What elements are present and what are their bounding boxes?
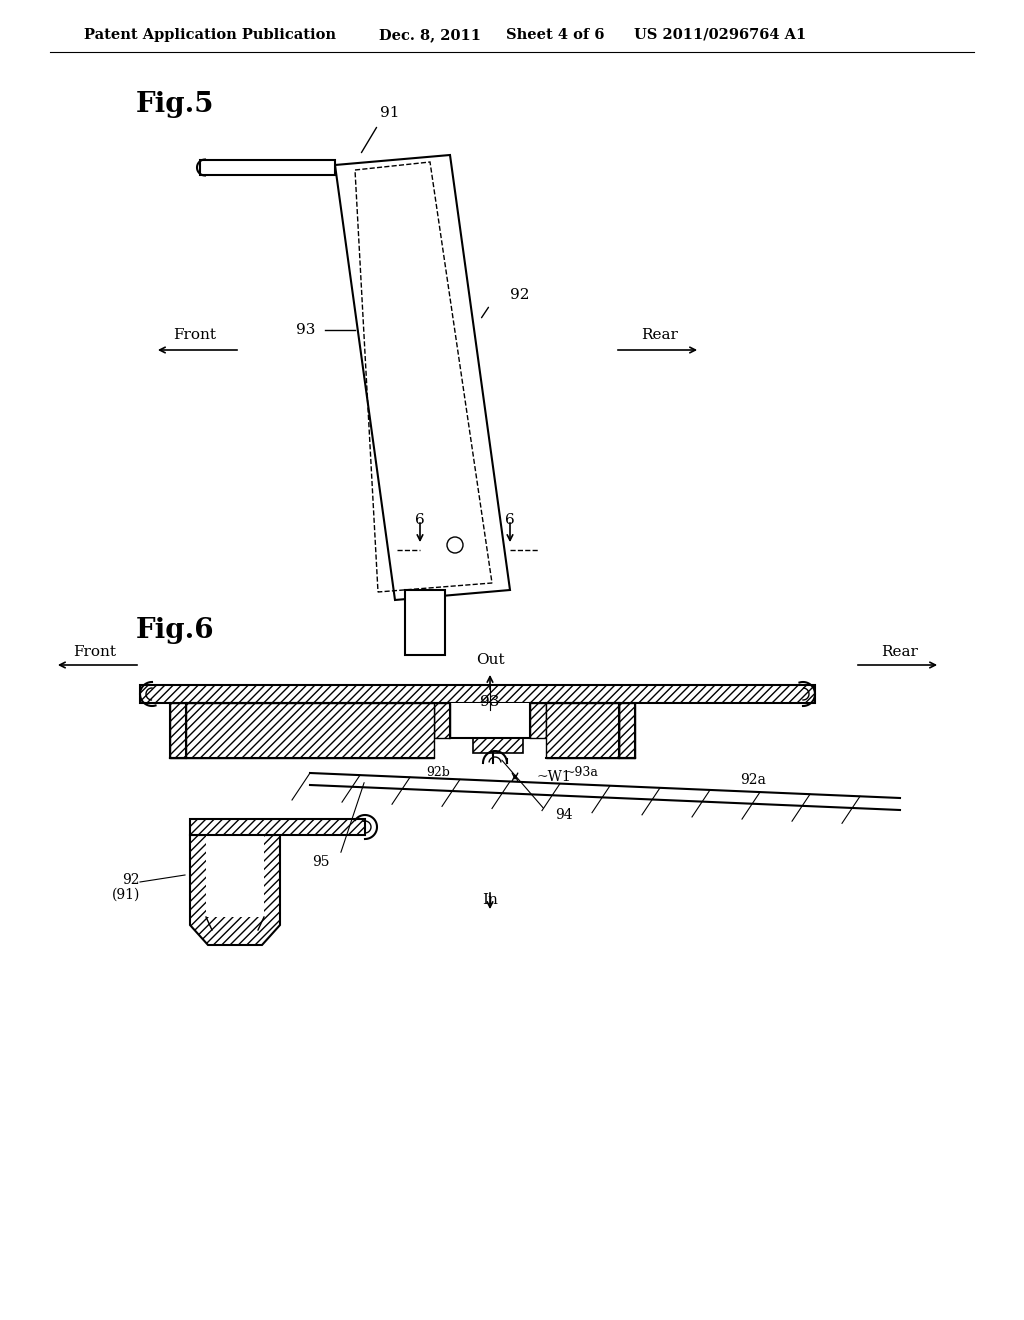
- Polygon shape: [170, 704, 186, 758]
- Text: Front: Front: [173, 327, 216, 342]
- Text: Rear: Rear: [882, 645, 919, 659]
- Text: Out: Out: [476, 653, 504, 667]
- Text: 92: 92: [510, 288, 529, 302]
- Text: Patent Application Publication: Patent Application Publication: [84, 28, 336, 42]
- Polygon shape: [546, 704, 618, 758]
- Text: ~93a: ~93a: [565, 766, 599, 779]
- Polygon shape: [530, 704, 546, 738]
- Text: 95: 95: [312, 855, 330, 869]
- Text: 92: 92: [123, 873, 140, 887]
- Polygon shape: [200, 160, 335, 176]
- Text: Fig.5: Fig.5: [136, 91, 214, 119]
- Polygon shape: [406, 590, 445, 655]
- Text: 94: 94: [555, 808, 572, 822]
- Text: 91: 91: [380, 106, 399, 120]
- Polygon shape: [140, 685, 815, 704]
- Polygon shape: [190, 836, 280, 945]
- Text: 92a: 92a: [740, 774, 766, 787]
- Text: Fig.6: Fig.6: [136, 616, 214, 644]
- Text: 6: 6: [505, 513, 515, 527]
- Polygon shape: [190, 818, 365, 836]
- Text: ~W1: ~W1: [537, 770, 571, 784]
- Polygon shape: [186, 704, 434, 758]
- Text: 93: 93: [480, 696, 500, 709]
- Text: Dec. 8, 2011: Dec. 8, 2011: [379, 28, 481, 42]
- Text: (91): (91): [112, 888, 140, 902]
- Text: Sheet 4 of 6: Sheet 4 of 6: [506, 28, 604, 42]
- Text: Front: Front: [74, 645, 117, 659]
- Text: US 2011/0296764 A1: US 2011/0296764 A1: [634, 28, 806, 42]
- Polygon shape: [206, 836, 264, 917]
- Text: Rear: Rear: [642, 327, 679, 342]
- Polygon shape: [473, 738, 523, 752]
- Text: 93: 93: [296, 323, 315, 337]
- Text: 92b: 92b: [426, 766, 450, 779]
- Text: In: In: [482, 894, 498, 907]
- Polygon shape: [434, 704, 450, 738]
- Polygon shape: [618, 704, 635, 758]
- Text: 6: 6: [415, 513, 425, 527]
- Polygon shape: [450, 704, 530, 738]
